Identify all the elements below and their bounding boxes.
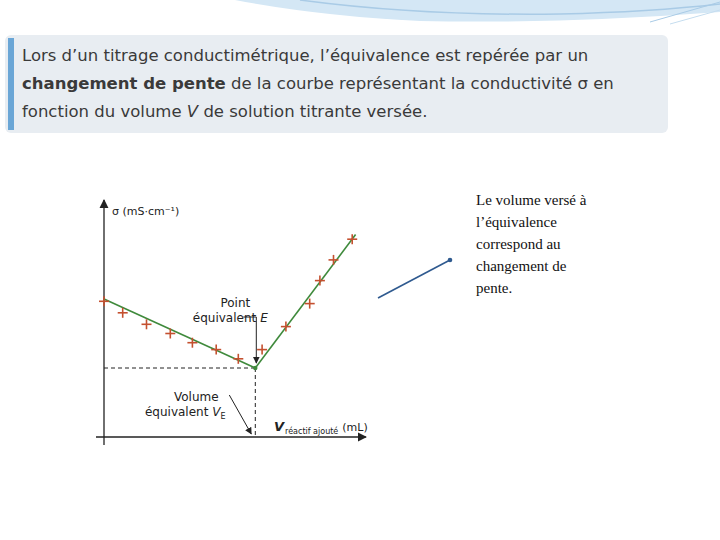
equivalence-point xyxy=(253,366,257,370)
data-point xyxy=(211,345,221,355)
x-axis xyxy=(96,436,359,437)
x-label-main: V xyxy=(274,419,285,434)
header-text: de la courbe représentant la conductivit… xyxy=(226,74,614,93)
y-axis-arrow xyxy=(103,200,104,207)
annotation-arrow xyxy=(243,317,256,363)
x-label-unit: (mL) xyxy=(342,421,367,434)
annotation-text: équivalentE xyxy=(193,311,268,325)
data-point xyxy=(329,255,339,265)
data-point xyxy=(118,308,128,318)
slide: Lors d’un titrage conductimétrique, l’éq… xyxy=(0,0,720,540)
plus-v xyxy=(103,296,105,306)
x-label-sub: réactif ajouté xyxy=(285,426,338,436)
header-box xyxy=(5,35,668,133)
plus-v xyxy=(285,322,287,332)
x-axis-arrow xyxy=(359,436,366,437)
top-corner-line xyxy=(650,2,720,22)
annotation-text: Point xyxy=(220,296,250,310)
y-axis-label: σ (mS·cm⁻¹) xyxy=(112,205,179,218)
annotation-line: équivalent xyxy=(145,405,209,419)
plus-v xyxy=(122,308,124,318)
side-note-line: changement de xyxy=(476,258,567,274)
annotation-line: Volume xyxy=(174,390,219,404)
annotation-symbol: E xyxy=(260,311,268,325)
plus-v xyxy=(351,234,353,244)
data-point xyxy=(257,345,267,355)
top-ribbon-line xyxy=(300,0,720,14)
pointer-line xyxy=(378,260,450,298)
chart: σ (mS·cm⁻¹)Vréactif ajouté(mL)Pointéquiv… xyxy=(92,195,377,450)
plus-v xyxy=(192,338,194,348)
data-point xyxy=(347,234,357,244)
annotation-text: équivalentVE xyxy=(145,405,226,421)
data-point xyxy=(281,322,291,332)
annotation-line: équivalent xyxy=(193,311,257,325)
equivalence-h-line xyxy=(104,368,255,369)
annotation-sub: E xyxy=(221,412,226,421)
data-point xyxy=(233,354,243,364)
data-point xyxy=(99,296,109,306)
side-note-line: l’équivalence xyxy=(476,214,557,230)
top-ribbon xyxy=(235,0,720,22)
fit-line xyxy=(255,235,355,368)
side-note-line: pente. xyxy=(476,280,512,296)
side-note-line: Le volume versé à xyxy=(476,192,587,208)
equivalence-v-line xyxy=(255,368,256,437)
annotation-text: Volume xyxy=(174,390,219,404)
plot-area xyxy=(99,234,357,368)
header-text: Lors d’un titrage conductimétrique, l’éq… xyxy=(22,46,588,65)
top-corner-line xyxy=(670,10,720,24)
plus-v xyxy=(215,345,217,355)
header-text: de solution titrante versée. xyxy=(198,102,427,121)
header-line: Lors d’un titrage conductimétrique, l’éq… xyxy=(22,46,588,65)
plus-v xyxy=(238,354,240,364)
plus-v xyxy=(319,276,321,286)
plus-v xyxy=(261,345,263,355)
side-note-line: correspond au xyxy=(476,236,561,252)
data-point xyxy=(315,276,325,286)
data-point xyxy=(305,299,315,309)
plus-v xyxy=(333,255,335,265)
chart-background xyxy=(92,195,377,450)
header-line: changement de pente de la courbe représe… xyxy=(22,74,614,93)
data-point xyxy=(142,319,152,329)
annotation-arrow xyxy=(229,395,251,434)
header-text: changement de pente xyxy=(22,74,226,93)
header-line: fonction du volume V de solution titrant… xyxy=(22,102,427,121)
x-axis-label: Vréactif ajouté (mL) xyxy=(274,419,368,436)
header-text: fonction du volume xyxy=(22,102,187,121)
plus-v xyxy=(309,299,311,309)
plus-v xyxy=(170,329,172,339)
header-bar xyxy=(8,38,14,130)
pointer-dot xyxy=(448,258,453,263)
data-point xyxy=(187,338,197,348)
annotation-line: Point xyxy=(220,296,250,310)
plus-v xyxy=(146,319,148,329)
y-axis xyxy=(103,207,104,445)
data-point xyxy=(165,329,175,339)
